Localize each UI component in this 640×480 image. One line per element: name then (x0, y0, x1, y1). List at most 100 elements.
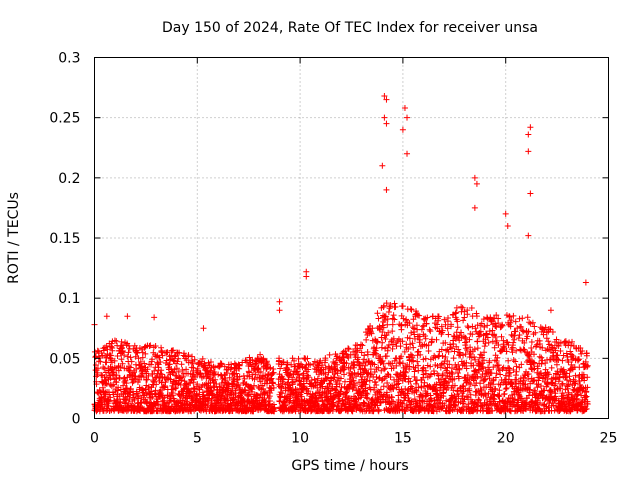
data-point (384, 379, 391, 386)
data-point (316, 359, 323, 366)
data-point (411, 396, 418, 403)
data-point (233, 370, 240, 377)
data-point (369, 325, 376, 332)
data-point (471, 346, 478, 353)
data-point (190, 385, 197, 392)
data-point (449, 365, 456, 372)
data-point (408, 329, 415, 336)
data-point (451, 348, 458, 355)
data-point (151, 314, 158, 321)
data-point (407, 306, 414, 313)
data-point (246, 369, 253, 376)
data-point (390, 312, 397, 319)
data-point (574, 391, 581, 398)
data-point (181, 378, 188, 385)
data-point (402, 408, 409, 415)
data-point (445, 379, 452, 386)
data-point (139, 354, 146, 361)
data-point (419, 323, 426, 330)
data-point (559, 357, 566, 364)
data-point (373, 381, 380, 388)
data-point (486, 357, 493, 364)
data-point (169, 382, 176, 389)
data-point (525, 232, 532, 239)
data-point (511, 396, 518, 403)
data-point (337, 375, 344, 382)
data-point (357, 345, 364, 352)
data-point (475, 396, 482, 403)
data-point (335, 398, 342, 405)
data-point (173, 372, 180, 379)
data-point (564, 385, 571, 392)
data-point (510, 312, 517, 319)
data-point (151, 367, 158, 374)
data-point (109, 345, 116, 352)
data-point (491, 396, 498, 403)
data-point (494, 354, 501, 361)
data-point (474, 338, 481, 345)
data-point (484, 334, 491, 341)
data-point (401, 368, 408, 375)
data-point (289, 355, 296, 362)
data-point (469, 331, 476, 338)
data-point (442, 339, 449, 346)
data-point (242, 387, 249, 394)
data-point (472, 392, 479, 399)
data-point (306, 380, 313, 387)
data-point (557, 385, 564, 392)
data-point (379, 357, 386, 364)
data-point (503, 348, 510, 355)
data-point (422, 335, 429, 342)
data-point (375, 364, 382, 371)
data-point (492, 334, 499, 341)
data-point (572, 380, 579, 387)
data-point (413, 380, 420, 387)
data-point (567, 348, 574, 355)
data-point (532, 388, 539, 395)
data-point (92, 362, 99, 369)
data-point (460, 317, 467, 324)
data-point (543, 335, 550, 342)
data-point (375, 315, 382, 322)
data-point (373, 339, 380, 346)
data-point (411, 331, 418, 338)
data-point (569, 338, 576, 345)
data-point (513, 363, 520, 370)
data-point (212, 376, 219, 383)
data-point (444, 357, 451, 364)
data-point (519, 315, 526, 322)
data-point (453, 304, 460, 311)
data-point (345, 345, 352, 352)
data-point (292, 378, 299, 385)
data-point (267, 364, 274, 371)
data-point (147, 394, 154, 401)
data-point (403, 316, 410, 323)
data-point (425, 347, 432, 354)
data-point (152, 342, 159, 349)
data-point (424, 314, 431, 321)
data-point (114, 342, 121, 349)
data-point (463, 393, 470, 400)
data-point (548, 364, 555, 371)
x-tick-label: 25 (600, 431, 618, 447)
y-tick-label: 0 (72, 412, 81, 428)
data-point (174, 381, 181, 388)
data-point (383, 186, 390, 193)
data-point (434, 362, 441, 369)
data-point (373, 345, 380, 352)
data-point (128, 358, 135, 365)
data-point (534, 365, 541, 372)
data-point (472, 325, 479, 332)
data-point (103, 380, 110, 387)
data-point (371, 361, 378, 368)
data-point (100, 347, 107, 354)
data-point (276, 307, 283, 314)
data-point (161, 394, 168, 401)
data-point (464, 372, 471, 379)
data-point (107, 375, 114, 382)
data-point (190, 379, 197, 386)
data-point (542, 360, 549, 367)
data-point (174, 350, 181, 357)
data-point (561, 338, 568, 345)
data-point (157, 359, 164, 366)
